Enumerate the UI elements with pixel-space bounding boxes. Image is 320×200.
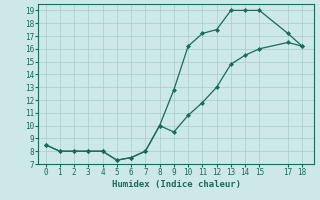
X-axis label: Humidex (Indice chaleur): Humidex (Indice chaleur) [111,180,241,189]
